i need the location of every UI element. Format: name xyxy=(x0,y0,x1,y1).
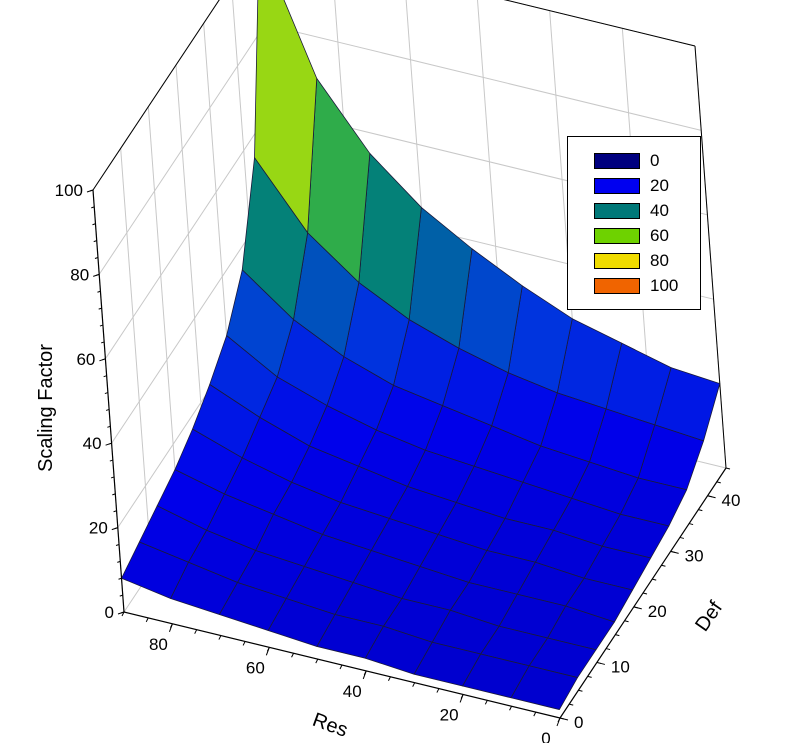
legend-label: 40 xyxy=(650,201,669,220)
legend-label: 20 xyxy=(650,176,669,195)
z-tick-label: 60 xyxy=(76,350,95,369)
legend-swatch xyxy=(594,228,640,244)
y-tick-label: 10 xyxy=(611,657,630,676)
y-tick-label: 30 xyxy=(685,546,704,565)
legend-swatch xyxy=(594,153,640,169)
z-tick-label: 80 xyxy=(70,265,89,284)
surface-cell xyxy=(121,541,189,599)
legend-swatch xyxy=(594,278,640,294)
x-tick-label: 20 xyxy=(440,705,459,724)
x-tick-label: 40 xyxy=(343,682,362,701)
legend-label: 0 xyxy=(650,151,660,170)
x-tick-label: 60 xyxy=(246,658,265,677)
y-axis-title: Def xyxy=(691,597,727,635)
x-tick-label: 0 xyxy=(541,729,550,743)
z-tick-label: 20 xyxy=(89,519,108,538)
legend-label: 100 xyxy=(650,276,679,295)
z-tick-label: 100 xyxy=(55,181,83,200)
z-tick-label: 40 xyxy=(83,434,102,453)
y-tick-label: 0 xyxy=(574,713,583,732)
legend-label: 60 xyxy=(650,226,669,245)
z-tick-label: 0 xyxy=(105,603,114,622)
y-tick-label: 40 xyxy=(722,491,741,510)
legend-swatch xyxy=(594,203,640,219)
surface-mesh xyxy=(121,0,721,710)
x-tick-label: 80 xyxy=(149,635,168,654)
axes: 0 20 40 60 80 100 0 20 40 60 80 0 10 20 30 40 xyxy=(55,181,741,743)
z-axis-title: Scaling Factor xyxy=(35,344,57,472)
legend-swatch xyxy=(594,178,640,194)
legend: 0 20 40 60 80 100 xyxy=(567,136,701,310)
legend-label: 80 xyxy=(650,251,669,270)
legend-swatch xyxy=(594,253,640,269)
y-tick-label: 20 xyxy=(648,602,667,621)
x-axis-title: Res xyxy=(310,709,351,742)
